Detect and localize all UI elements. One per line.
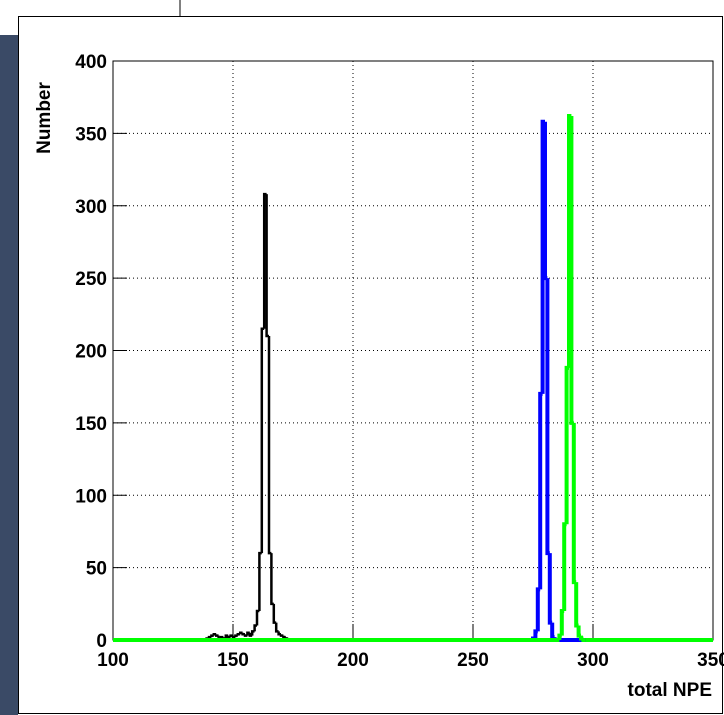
histogram-bin (260, 327, 265, 554)
y-axis-title: Number (34, 82, 55, 154)
histogram-bin (535, 587, 541, 632)
x-tick-label: 300 (577, 650, 609, 671)
histogram-bin (224, 634, 229, 639)
histogram-bin (282, 635, 286, 639)
x-axis-title: total NPE (628, 680, 712, 701)
x-tick-label: 150 (217, 650, 249, 671)
y-tick-label: 400 (75, 52, 107, 73)
histogram-bin (241, 632, 245, 636)
y-tick-label: 50 (86, 559, 107, 580)
y-tick-label: 0 (96, 631, 107, 652)
background-photo-strip (0, 35, 18, 715)
histogram-bin (214, 634, 219, 637)
histogram-bin (576, 625, 581, 638)
histogram-bin (229, 634, 233, 638)
histogram-bin (236, 632, 241, 636)
histogram-bin (579, 635, 584, 641)
x-tick-label: 200 (337, 650, 369, 671)
histogram-bin (210, 634, 214, 638)
y-tick-label: 200 (75, 342, 107, 363)
y-tick-label: 250 (75, 269, 107, 290)
y-tick-label: 100 (75, 486, 107, 507)
histogram-bin (234, 634, 238, 638)
x-tick-label: 350 (697, 650, 724, 671)
y-tick-label: 150 (75, 414, 107, 435)
histogram-bin (279, 634, 284, 637)
y-tick-label: 350 (75, 124, 107, 145)
x-tick-label: 250 (457, 650, 489, 671)
y-tick-label: 300 (75, 197, 107, 218)
histogram-bin (581, 638, 586, 642)
x-tick-label: 100 (97, 650, 129, 671)
